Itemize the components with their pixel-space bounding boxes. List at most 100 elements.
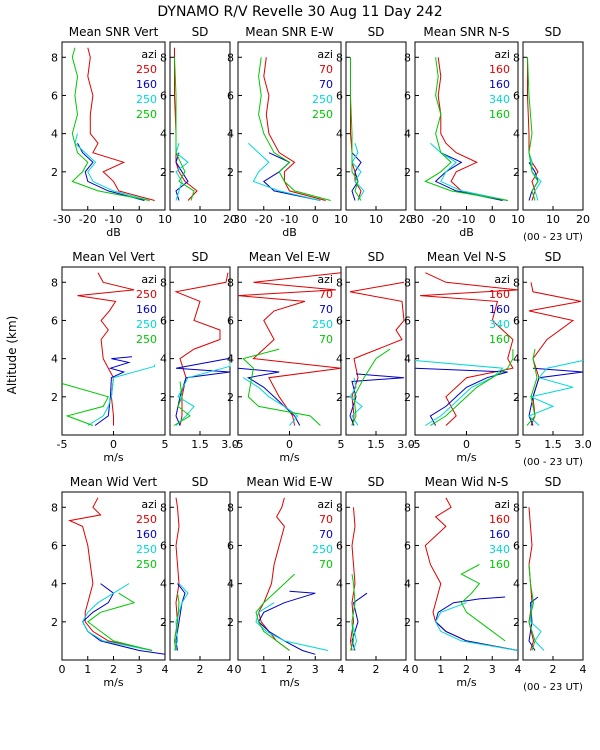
mean-y-tick-label: 6 [51,89,58,102]
y-axis-label: Altitude (km) [5,316,19,395]
sd-y-tick-label: 4 [336,353,343,366]
mean-trace-series-33 [237,367,301,426]
sd-trace-series-23 [527,57,539,201]
sd-y-tick-label: 4 [160,578,167,591]
sd-y-tick-label: 6 [336,89,343,102]
sd-trace-series-4 [174,47,198,201]
sd-trace-series-29 [175,356,231,426]
ut-note: (00 - 23 UT) [523,682,583,693]
mean-x-tick-label: 0 [110,438,117,451]
mean-trace-series-56 [258,497,290,651]
mean-x-tick-label: 5 [162,438,169,451]
sd-x-tick-label: 2 [197,663,204,676]
legend-azi-entry: 70 [319,78,333,91]
sd-y-tick-label: 2 [513,616,520,629]
sd-axes-frame [169,491,231,661]
sd-y-tick-label: 6 [160,89,167,102]
mean-trace-series-11 [258,57,331,201]
mean-panel-title: Mean SNR Vert [69,25,159,39]
legend-azi-entry: 250 [136,63,157,76]
mean-x-tick-label: 10 [334,213,348,226]
panel-wid-ew: Mean Wid E-W SD 2 2 4 4 6 6 8 8 0 1 2 3 4 2 4 m/s azi 70 70 2… [227,475,410,689]
sd-trace-series-63 [350,574,356,651]
sd-y-tick-label: 6 [336,314,343,327]
mean-y-tick-label: 4 [51,353,58,366]
legend-azi-entry: 250 [312,93,333,106]
mean-y-tick-label: 4 [51,578,58,591]
mean-y-tick-label: 8 [227,276,234,289]
sd-y-tick-label: 2 [336,616,343,629]
legend-azi-entry: 340 [489,318,510,331]
mean-panel-title: Mean Vel Vert [72,250,155,264]
sd-trace-series-46 [528,360,584,426]
mean-x-tick-label: 3 [489,663,496,676]
legend-azi-entry: 250 [136,318,157,331]
sd-panel-title: SD [192,250,209,264]
legend-azi-entry: 160 [136,78,157,91]
sd-y-tick-label: 8 [160,276,167,289]
sd-y-tick-label: 8 [336,501,343,514]
sd-y-tick-label: 4 [513,128,520,141]
mean-x-tick-label: 0 [412,663,419,676]
sd-trace-series-37 [349,373,405,426]
mean-trace-series-51 [86,592,153,651]
legend-header: azi [141,48,157,61]
sd-trace-series-30 [175,362,231,426]
mean-x-tick-label: -5 [410,438,421,451]
sd-y-tick-label: 2 [336,391,343,404]
mean-x-tick-label: -5 [233,438,244,451]
mean-trace-series-48 [68,497,153,651]
sd-y-tick-label: 8 [160,51,167,64]
mean-trace-series-1 [77,142,145,201]
legend-azi-entry: 70 [319,528,333,541]
mean-x-tick-label: 5 [515,438,522,451]
mean-x-tick-label: -30 [53,213,71,226]
mean-trace-series-50 [82,583,153,651]
mean-y-tick-label: 2 [404,166,411,179]
sd-y-tick-label: 4 [160,128,167,141]
legend-azi-entry: 160 [489,303,510,316]
sd-axes-frame [522,266,584,436]
mean-y-tick-label: 4 [227,353,234,366]
legend-azi-entry: 160 [489,513,510,526]
mean-panel-title: Mean SNR N-S [423,25,509,39]
mean-x-tick-label: 5 [338,438,345,451]
legend-header: azi [494,273,510,286]
mean-x-tick-label: -30 [406,213,424,226]
mean-y-tick-label: 6 [227,539,234,552]
sd-trace-series-28 [174,272,229,426]
sd-panel-title: SD [545,250,562,264]
sd-y-tick-label: 6 [513,89,520,102]
legend-azi-entry: 160 [489,558,510,571]
mean-x-tick-label: 2 [286,663,293,676]
figure-title: DYNAMO R/V Revelle 30 Aug 11 Day 242 [157,4,442,20]
mean-x-tick-label: 0 [286,438,293,451]
sd-y-tick-label: 6 [160,539,167,552]
mean-trace-series-57 [257,590,316,655]
mean-trace-series-2 [74,133,150,201]
mean-trace-series-59 [255,573,295,651]
sd-trace-series-14 [351,143,365,201]
panel-snr-vert: Mean SNR Vert SD 2 2 4 4 6 6 8 8 -30 -20 -10 0 10 10 20 d… [51,25,237,239]
legend-azi-entry: 340 [489,93,510,106]
sd-x-tick-label: 4 [227,663,234,676]
mean-x-tick-label: 1 [437,663,444,676]
sd-y-tick-label: 6 [160,314,167,327]
legend-azi-entry: 250 [136,513,157,526]
sd-trace-series-71 [528,564,536,651]
sd-x-tick-label: 10 [369,213,383,226]
mean-panel-title: Mean Vel E-W [249,250,331,264]
mean-y-tick-label: 2 [404,391,411,404]
panels-group: Mean SNR Vert SD2 24 46 68 8-30 -20 -10 0 10 10 20d… [51,25,592,693]
sd-x-tick-label: 1.5 [191,438,209,451]
mean-trace-series-9 [262,152,321,201]
sd-panel-title: SD [368,475,385,489]
sd-y-tick-label: 8 [336,276,343,289]
sd-axes-frame [522,41,584,211]
legend-azi-entry: 70 [319,288,333,301]
legend-header: azi [317,273,333,286]
mean-trace-series-3 [71,47,150,201]
legend-azi-entry: 250 [136,288,157,301]
mean-trace-series-58 [255,602,329,651]
mean-trace-series-10 [247,142,321,201]
